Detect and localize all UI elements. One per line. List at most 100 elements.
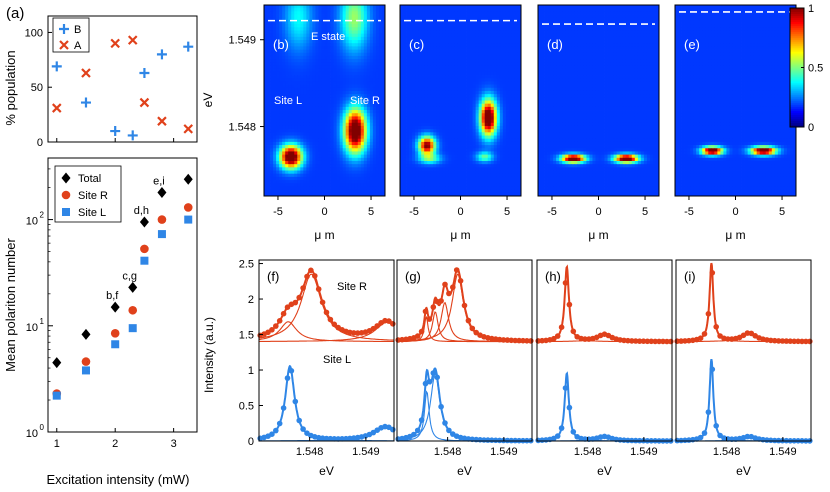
heatmap-cell (430, 36, 434, 41)
heatmap-cell (499, 11, 504, 15)
heatmap-cell (445, 11, 449, 15)
heatmap-cell (375, 87, 380, 92)
heatmap-cell (306, 157, 310, 162)
heatmap-cell (496, 125, 501, 130)
heatmap-cell (511, 119, 516, 124)
heatmap-cell (430, 110, 434, 114)
heatmap-cell (339, 189, 344, 194)
heatmap-cell (345, 129, 350, 133)
heatmap-cell (336, 46, 341, 50)
heatmap-cell (484, 100, 489, 105)
heatmap-cell (439, 65, 443, 70)
heatmap-cell (442, 43, 446, 47)
heatmap-cell (457, 55, 461, 60)
heatmap-cell (427, 148, 431, 152)
heatmap-cell (279, 119, 283, 124)
heatmap-cell (279, 173, 283, 178)
heatmap-cell (309, 122, 313, 127)
heatmap-cell (418, 173, 422, 178)
heatmap-cell (400, 141, 404, 146)
heatmap-cell (472, 157, 477, 162)
heatmap-cell (273, 30, 277, 35)
heatmap-cell (490, 119, 495, 124)
heatmap-cell (436, 164, 440, 168)
heatmap-cell (436, 90, 440, 95)
heatmap-cell (406, 84, 410, 89)
heatmap-cell (484, 46, 489, 50)
heatmap-cell (309, 154, 313, 159)
heatmap-cell (448, 81, 452, 85)
heatmap-cell (478, 17, 483, 22)
heatmap-cell (336, 36, 341, 41)
heatmap-cell (282, 55, 286, 60)
heatmap-cell (321, 59, 325, 63)
heatmap-cell (439, 129, 443, 133)
heatmap-cell (433, 145, 437, 149)
heatmap-cell (330, 55, 334, 60)
heatmap-cell (348, 11, 353, 15)
heatmap-cell (321, 189, 325, 194)
heatmap-cell (463, 68, 467, 73)
heatmap-cell (463, 11, 467, 15)
heatmap-cell (363, 160, 368, 165)
heatmap-cell (421, 160, 425, 165)
heatmap-cell (478, 122, 483, 127)
heatmap-cell (270, 65, 274, 70)
heatmap-cell (448, 84, 452, 89)
heatmap-cell (514, 97, 519, 101)
heatmap-cell (312, 90, 316, 95)
heatmap-cell (421, 30, 425, 35)
heatmap-cell (342, 151, 347, 156)
heatmap-cell (409, 125, 413, 130)
heatmap-cell (451, 5, 455, 9)
heatmap-cell (478, 84, 483, 89)
heatmap-cell (454, 78, 458, 82)
heatmap-cell (517, 170, 522, 175)
heatmap-cell (400, 170, 404, 175)
heatmap-cell (421, 87, 425, 92)
heatmap-cell (306, 14, 310, 19)
heatmap-cell (451, 119, 455, 124)
heatmap-cell (306, 116, 310, 120)
population-point-a (51, 103, 62, 113)
heatmap-cell (282, 180, 286, 184)
heatmap-cell (270, 167, 274, 171)
heatmap-cell (460, 5, 464, 9)
heatmap-cell (306, 138, 310, 143)
heatmap-cell (294, 129, 298, 133)
heatmap-cell (418, 125, 422, 130)
heatmap-cell (439, 49, 443, 54)
heatmap-cell (363, 8, 368, 12)
heatmap-cell (436, 65, 440, 70)
heatmap-cell (381, 180, 386, 184)
heatmap-cell (369, 20, 374, 25)
heatmap-cell (357, 55, 362, 60)
heatmap-cell (622, 8, 627, 12)
heatmap-cell (445, 119, 449, 124)
heatmap-cell (463, 148, 467, 152)
heatmap-cell (372, 11, 377, 15)
heatmap-cell (496, 110, 501, 114)
heatmap-cell (490, 8, 495, 12)
heatmap-cell (514, 135, 519, 140)
heatmap-cell (400, 17, 404, 22)
heatmap-cell (321, 160, 325, 165)
heatmap-cell (436, 30, 440, 35)
heatmap-cell (336, 119, 341, 124)
heatmap-cell (469, 164, 473, 168)
heatmap-cell (303, 135, 307, 140)
heatmap-cell (505, 170, 510, 175)
heatmap-cell (415, 141, 419, 146)
heatmap-cell (336, 170, 341, 175)
heatmap-cell (351, 103, 356, 108)
heatmap-cell (333, 17, 337, 22)
heatmap-cell (421, 135, 425, 140)
heatmap-cell (424, 52, 428, 57)
heatmap-cell (285, 90, 289, 95)
heatmap-cell (436, 122, 440, 127)
heatmap-cell (306, 52, 310, 57)
heatmap-cell (273, 116, 277, 120)
heatmap-cell (264, 145, 268, 149)
heatmap-cell (406, 164, 410, 168)
heatmap-cell (345, 116, 350, 120)
